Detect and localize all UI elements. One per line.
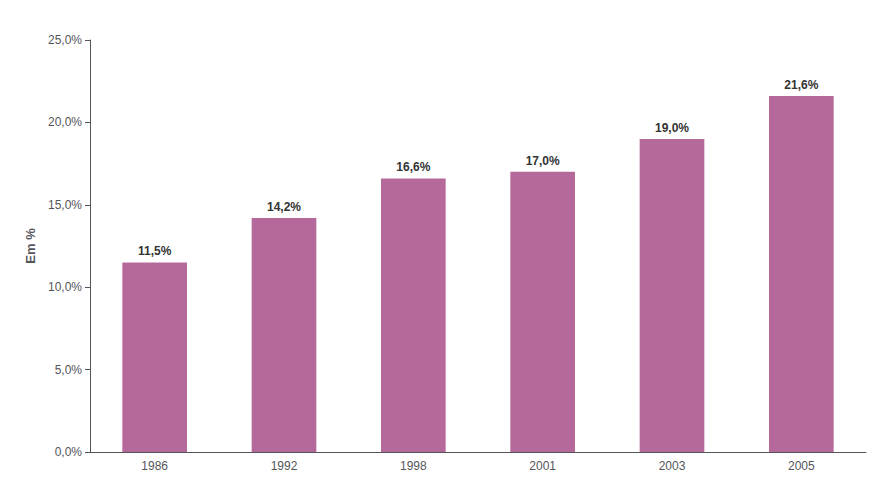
svg-text:1986: 1986 — [141, 459, 168, 473]
svg-text:17,0%: 17,0% — [526, 154, 560, 168]
svg-text:1998: 1998 — [400, 459, 427, 473]
svg-text:16,6%: 16,6% — [396, 160, 430, 174]
svg-text:14,2%: 14,2% — [267, 200, 301, 214]
svg-text:10,0%: 10,0% — [48, 280, 82, 294]
svg-text:19,0%: 19,0% — [655, 121, 689, 135]
svg-text:15,0%: 15,0% — [48, 198, 82, 212]
svg-text:0,0%: 0,0% — [55, 445, 83, 459]
svg-text:5,0%: 5,0% — [55, 363, 83, 377]
svg-text:Em %: Em % — [23, 228, 38, 264]
svg-text:2003: 2003 — [659, 459, 686, 473]
svg-text:25,0%: 25,0% — [48, 33, 82, 47]
svg-text:2001: 2001 — [529, 459, 556, 473]
svg-text:11,5%: 11,5% — [138, 244, 172, 258]
svg-text:1992: 1992 — [271, 459, 298, 473]
svg-text:2005: 2005 — [788, 459, 815, 473]
svg-text:21,6%: 21,6% — [784, 78, 818, 92]
svg-text:20,0%: 20,0% — [48, 115, 82, 129]
